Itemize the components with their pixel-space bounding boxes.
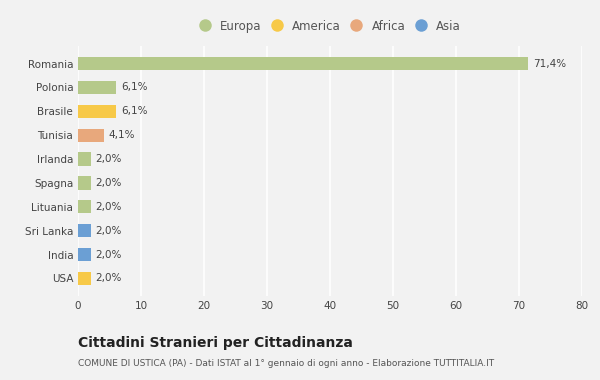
Legend: Europa, America, Africa, Asia: Europa, America, Africa, Asia (196, 16, 464, 36)
Text: 2,0%: 2,0% (95, 202, 122, 212)
Text: COMUNE DI USTICA (PA) - Dati ISTAT al 1° gennaio di ogni anno - Elaborazione TUT: COMUNE DI USTICA (PA) - Dati ISTAT al 1°… (78, 359, 494, 368)
Bar (78, 200, 91, 214)
Text: Cittadini Stranieri per Cittadinanza: Cittadini Stranieri per Cittadinanza (78, 336, 353, 350)
Text: 2,0%: 2,0% (95, 154, 122, 164)
Text: 6,1%: 6,1% (121, 82, 148, 92)
Bar (78, 176, 91, 190)
Bar (78, 57, 528, 70)
Bar (78, 105, 116, 118)
Text: 6,1%: 6,1% (121, 106, 148, 116)
Bar (78, 224, 91, 237)
Text: 2,0%: 2,0% (95, 250, 122, 260)
Text: 2,0%: 2,0% (95, 226, 122, 236)
Bar (78, 272, 91, 285)
Text: 2,0%: 2,0% (95, 178, 122, 188)
Bar (78, 81, 116, 94)
Text: 4,1%: 4,1% (109, 130, 136, 140)
Text: 71,4%: 71,4% (533, 59, 566, 68)
Bar (78, 152, 91, 166)
Text: 2,0%: 2,0% (95, 274, 122, 283)
Bar (78, 128, 104, 142)
Bar (78, 248, 91, 261)
